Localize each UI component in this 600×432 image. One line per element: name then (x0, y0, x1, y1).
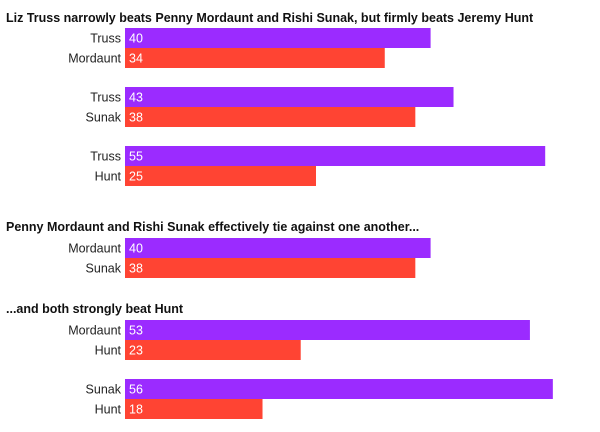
bar (125, 340, 301, 360)
bar (125, 238, 431, 258)
bar (125, 87, 454, 107)
value-label: 38 (129, 111, 143, 125)
category-label: Sunak (86, 262, 122, 276)
category-label: Mordaunt (68, 242, 121, 256)
value-label: 55 (129, 150, 143, 164)
value-label: 25 (129, 170, 143, 184)
category-label: Hunt (95, 344, 122, 358)
category-label: Truss (90, 150, 121, 164)
section-title: Liz Truss narrowly beats Penny Mordaunt … (6, 11, 534, 25)
value-label: 53 (129, 324, 143, 338)
value-label: 56 (129, 383, 143, 397)
category-label: Mordaunt (68, 324, 121, 338)
category-label: Sunak (86, 383, 122, 397)
bar (125, 107, 416, 127)
section-title: Penny Mordaunt and Rishi Sunak effective… (6, 220, 419, 234)
bar (125, 166, 316, 186)
category-label: Hunt (95, 403, 122, 417)
value-label: 34 (129, 52, 143, 66)
bar (125, 146, 546, 166)
bar (125, 258, 416, 278)
value-label: 40 (129, 32, 143, 46)
bar (125, 28, 431, 48)
category-label: Truss (90, 32, 121, 46)
value-label: 18 (129, 403, 143, 417)
value-label: 38 (129, 262, 143, 276)
category-label: Mordaunt (68, 52, 121, 66)
category-label: Truss (90, 91, 121, 105)
bar (125, 320, 530, 340)
category-label: Hunt (95, 170, 122, 184)
value-label: 23 (129, 344, 143, 358)
section-title: ...and both strongly beat Hunt (6, 302, 184, 316)
value-label: 43 (129, 91, 143, 105)
category-label: Sunak (86, 111, 122, 125)
value-label: 40 (129, 242, 143, 256)
bar (125, 48, 385, 68)
bar (125, 379, 553, 399)
bar (125, 399, 263, 419)
